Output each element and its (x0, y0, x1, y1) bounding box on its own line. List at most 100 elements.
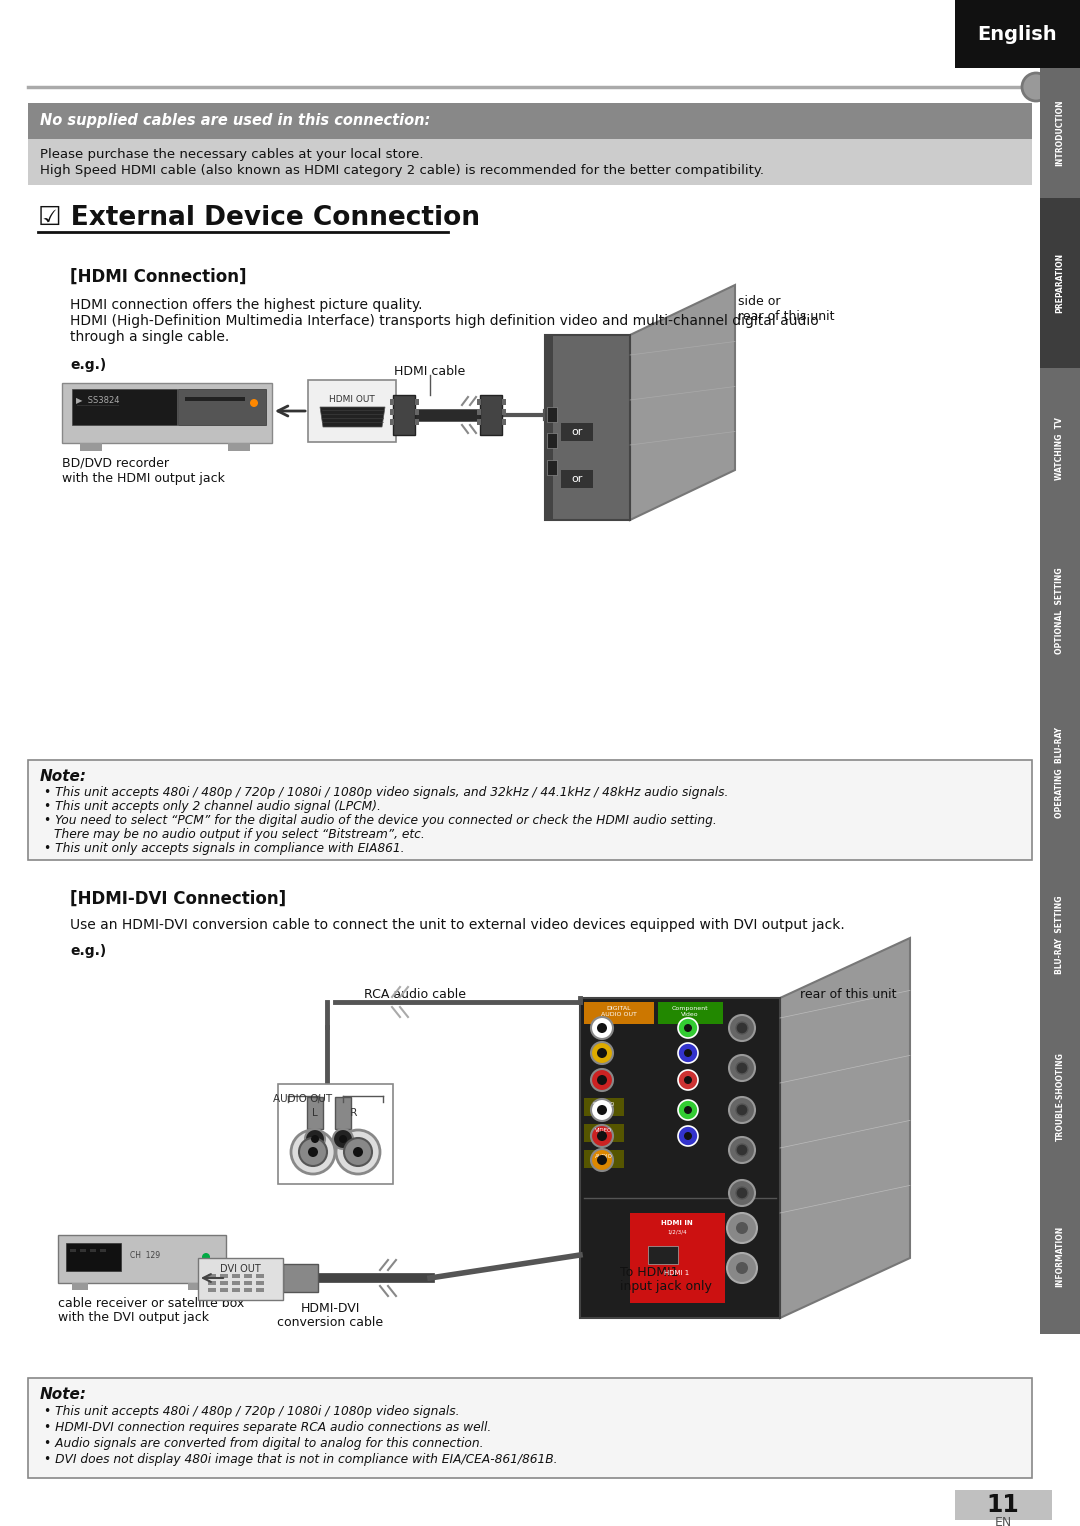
FancyBboxPatch shape (584, 1125, 624, 1141)
Circle shape (729, 1180, 755, 1206)
FancyBboxPatch shape (307, 1097, 323, 1129)
Circle shape (339, 1135, 347, 1143)
Circle shape (597, 1048, 607, 1058)
FancyBboxPatch shape (28, 102, 1032, 139)
Circle shape (729, 1097, 755, 1123)
Circle shape (735, 1222, 748, 1235)
Text: through a single cable.: through a single cable. (70, 330, 229, 343)
FancyBboxPatch shape (1040, 198, 1080, 368)
Circle shape (729, 1015, 755, 1041)
FancyBboxPatch shape (220, 1280, 228, 1285)
Circle shape (591, 1016, 613, 1039)
Text: ▶  SS3824: ▶ SS3824 (76, 395, 120, 404)
Polygon shape (320, 407, 384, 427)
FancyBboxPatch shape (415, 409, 419, 415)
Text: DVI OUT: DVI OUT (219, 1264, 260, 1274)
Text: or: or (571, 475, 583, 484)
Text: ☑ External Device Connection: ☑ External Device Connection (38, 204, 480, 230)
FancyBboxPatch shape (244, 1274, 252, 1277)
Text: BLU-RAY  SETTING: BLU-RAY SETTING (1055, 896, 1065, 974)
Text: OPTIONAL  SETTING: OPTIONAL SETTING (1055, 568, 1065, 655)
Text: INFORMATION: INFORMATION (1055, 1225, 1065, 1286)
Circle shape (678, 1018, 698, 1038)
Text: Please purchase the necessary cables at your local store.: Please purchase the necessary cables at … (40, 148, 423, 162)
Text: HDMI (High-Definition Multimedia Interface) transports high definition video and: HDMI (High-Definition Multimedia Interfa… (70, 314, 819, 328)
FancyBboxPatch shape (1040, 691, 1080, 855)
Circle shape (305, 1129, 325, 1149)
FancyBboxPatch shape (648, 1247, 678, 1264)
Circle shape (684, 1024, 692, 1032)
Text: EN: EN (995, 1515, 1012, 1526)
FancyBboxPatch shape (477, 420, 481, 426)
FancyBboxPatch shape (1040, 1016, 1080, 1178)
Circle shape (729, 1054, 755, 1080)
Text: Note:: Note: (40, 1387, 87, 1402)
FancyBboxPatch shape (1040, 368, 1080, 530)
Circle shape (249, 398, 258, 407)
Circle shape (308, 1148, 318, 1157)
Text: e.g.): e.g.) (70, 945, 106, 958)
FancyBboxPatch shape (232, 1288, 240, 1293)
Circle shape (597, 1155, 607, 1164)
FancyBboxPatch shape (90, 1248, 96, 1251)
FancyBboxPatch shape (1040, 1178, 1080, 1334)
FancyBboxPatch shape (100, 1248, 106, 1251)
Circle shape (727, 1213, 757, 1244)
FancyBboxPatch shape (1040, 855, 1080, 1016)
FancyBboxPatch shape (208, 1274, 216, 1277)
Circle shape (597, 1131, 607, 1141)
Circle shape (684, 1076, 692, 1083)
FancyBboxPatch shape (58, 1235, 226, 1283)
FancyBboxPatch shape (477, 409, 481, 415)
FancyBboxPatch shape (178, 389, 266, 426)
Circle shape (591, 1070, 613, 1091)
Circle shape (299, 1138, 327, 1166)
FancyBboxPatch shape (70, 1248, 76, 1251)
FancyBboxPatch shape (390, 420, 394, 426)
FancyBboxPatch shape (308, 380, 396, 443)
Text: OPERATING  BLU-RAY: OPERATING BLU-RAY (1055, 728, 1065, 818)
FancyBboxPatch shape (256, 1288, 264, 1293)
Text: side or
rear of this unit: side or rear of this unit (738, 295, 835, 324)
Text: There may be no audio output if you select “Bitstream”, etc.: There may be no audio output if you sele… (54, 829, 424, 841)
FancyBboxPatch shape (415, 420, 419, 426)
Text: BD/DVD recorder
with the HDMI output jack: BD/DVD recorder with the HDMI output jac… (62, 456, 225, 485)
FancyBboxPatch shape (198, 1257, 283, 1300)
FancyBboxPatch shape (232, 1280, 240, 1285)
Circle shape (678, 1042, 698, 1064)
Circle shape (735, 1022, 748, 1035)
Circle shape (345, 1138, 372, 1166)
FancyBboxPatch shape (80, 1248, 86, 1251)
Polygon shape (630, 285, 735, 520)
Circle shape (727, 1253, 757, 1283)
FancyBboxPatch shape (1040, 69, 1080, 198)
Circle shape (735, 1144, 748, 1157)
Circle shape (597, 1105, 607, 1116)
Circle shape (597, 1022, 607, 1033)
Circle shape (591, 1042, 613, 1064)
Text: Note:: Note: (40, 769, 87, 784)
Text: HDMI 1: HDMI 1 (664, 1270, 690, 1276)
Text: • You need to select “PCM” for the digital audio of the device you connected or : • You need to select “PCM” for the digit… (44, 813, 717, 827)
Text: rear of this unit: rear of this unit (800, 987, 896, 1001)
Text: S-VIDEO: S-VIDEO (593, 1102, 616, 1106)
FancyBboxPatch shape (208, 1288, 216, 1293)
Text: TROUBLE-SHOOTING: TROUBLE-SHOOTING (1055, 1053, 1065, 1141)
Text: HDMI OUT: HDMI OUT (329, 395, 375, 404)
Circle shape (678, 1100, 698, 1120)
Text: No supplied cables are used in this connection:: No supplied cables are used in this conn… (40, 113, 430, 128)
FancyBboxPatch shape (584, 1099, 624, 1116)
Text: • HDMI-DVI connection requires separate RCA audio connections as well.: • HDMI-DVI connection requires separate … (44, 1421, 491, 1434)
FancyBboxPatch shape (561, 423, 593, 441)
Circle shape (597, 1074, 607, 1085)
Circle shape (336, 1129, 380, 1173)
Circle shape (684, 1048, 692, 1058)
FancyBboxPatch shape (580, 998, 780, 1318)
Text: RCA audio cable: RCA audio cable (364, 987, 465, 1001)
FancyBboxPatch shape (28, 760, 1032, 861)
FancyBboxPatch shape (185, 397, 245, 401)
Text: WATCHING  TV: WATCHING TV (1055, 418, 1065, 481)
FancyBboxPatch shape (1040, 530, 1080, 691)
FancyBboxPatch shape (72, 1283, 87, 1289)
FancyBboxPatch shape (72, 389, 177, 426)
